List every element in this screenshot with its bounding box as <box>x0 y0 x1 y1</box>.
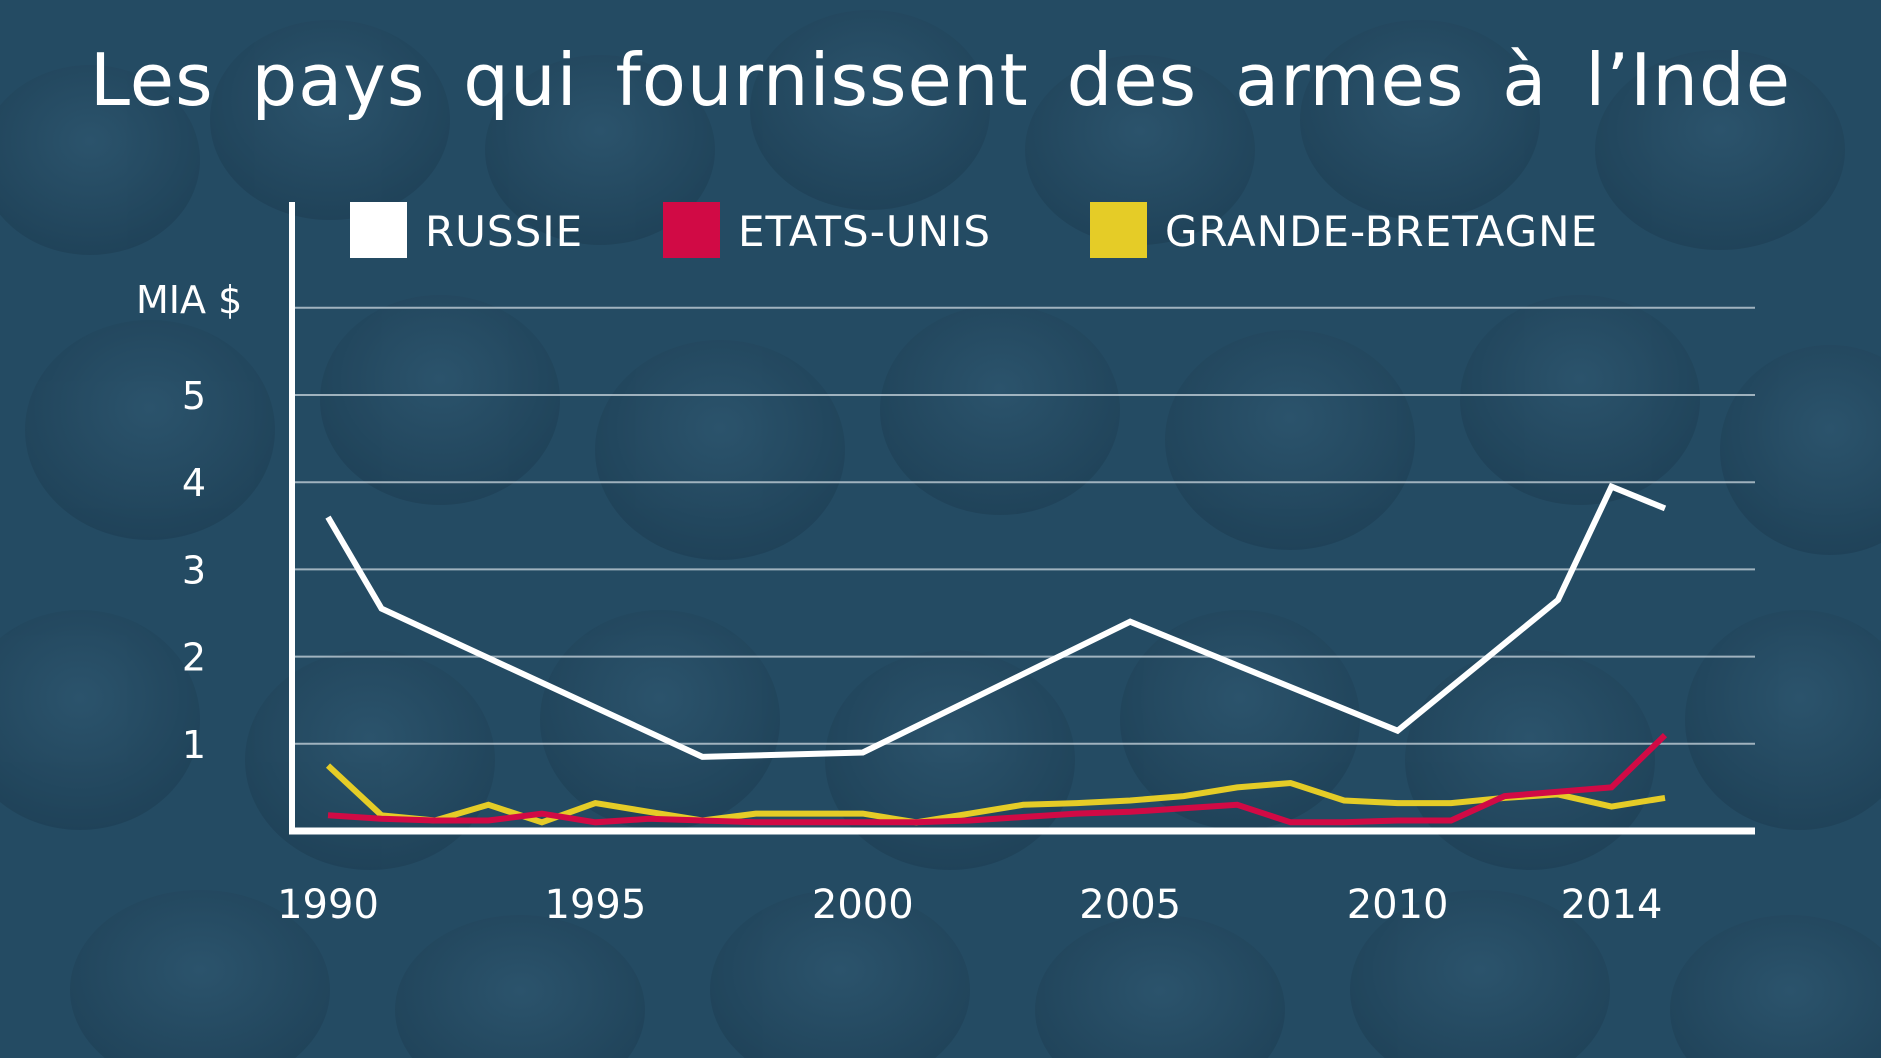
series-line-etats-unis <box>327 732 1668 826</box>
legend-swatch-etats-unis <box>663 202 720 258</box>
legend-swatch-grande-bretagne <box>1090 202 1147 258</box>
legend-label-russie: RUSSIE <box>425 207 583 256</box>
legend: RUSSIE ETATS-UNIS GRANDE-BRETAGNE <box>350 202 1598 258</box>
x-tick-label: 1995 <box>545 882 647 928</box>
series-line-grande-bretagne <box>325 763 1666 826</box>
y-axis-unit-label: MIA $ <box>136 278 242 322</box>
legend-label-grande-bretagne: GRANDE-BRETAGNE <box>1165 207 1598 256</box>
y-tick-label: 5 <box>182 374 206 418</box>
x-tick-label: 2005 <box>1079 882 1181 928</box>
series-line-russie <box>325 482 1667 760</box>
x-tick-label: 1990 <box>277 882 379 928</box>
legend-label-etats-unis: ETATS-UNIS <box>738 207 991 256</box>
y-tick-label: 1 <box>182 723 206 767</box>
x-tick-label: 2000 <box>812 882 914 928</box>
y-tick-labels: 1 2 3 4 5 <box>182 374 206 767</box>
x-tick-labels: 1990 1995 2000 2005 2010 2014 <box>277 882 1662 928</box>
x-tick-label: 2010 <box>1347 882 1449 928</box>
x-tick-label: 2014 <box>1561 882 1663 928</box>
series-lines <box>325 482 1668 826</box>
y-tick-label: 3 <box>182 548 206 592</box>
chart-title: Les pays qui fournissent des armes à l’I… <box>89 38 1792 122</box>
y-tick-label: 2 <box>182 636 206 680</box>
y-tick-label: 4 <box>182 461 206 505</box>
legend-swatch-russie <box>350 202 407 258</box>
grid-lines <box>292 306 1755 745</box>
